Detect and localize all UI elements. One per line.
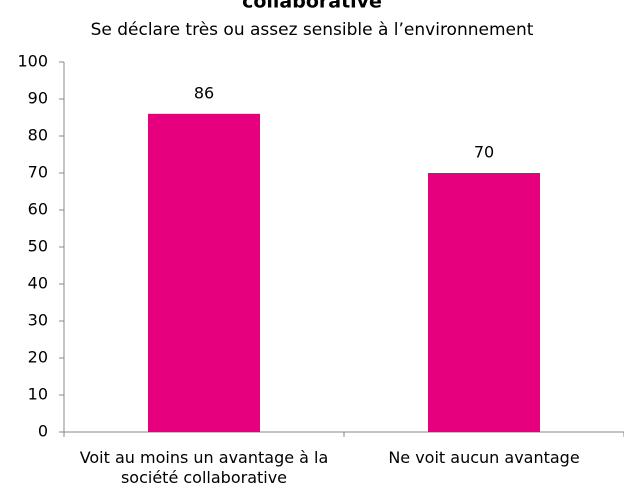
bar — [148, 113, 260, 433]
y-tick-label: 70 — [28, 163, 48, 182]
y-tick-label: 10 — [28, 385, 48, 404]
chart-subtitle: Se déclare très ou assez sensible à l’en… — [91, 20, 534, 40]
x-tick-label: Voit au moins un avantage à la société c… — [79, 448, 329, 487]
value-label: 86 — [194, 83, 214, 102]
y-tick-label: 50 — [28, 237, 48, 256]
bar — [428, 173, 540, 432]
y-tick-label: 40 — [28, 274, 48, 293]
chart-title: collaborative — [242, 0, 382, 13]
y-tick-label: 90 — [28, 89, 48, 108]
y-tick-label: 100 — [17, 52, 48, 71]
y-tick-label: 60 — [28, 200, 48, 219]
x-tick-label: Ne voit aucun avantage — [388, 448, 580, 467]
value-label: 70 — [474, 143, 494, 162]
y-tick-label: 20 — [28, 348, 48, 367]
y-tick-label: 30 — [28, 311, 48, 330]
y-tick-label: 0 — [38, 422, 48, 441]
y-tick-label: 80 — [28, 126, 48, 145]
